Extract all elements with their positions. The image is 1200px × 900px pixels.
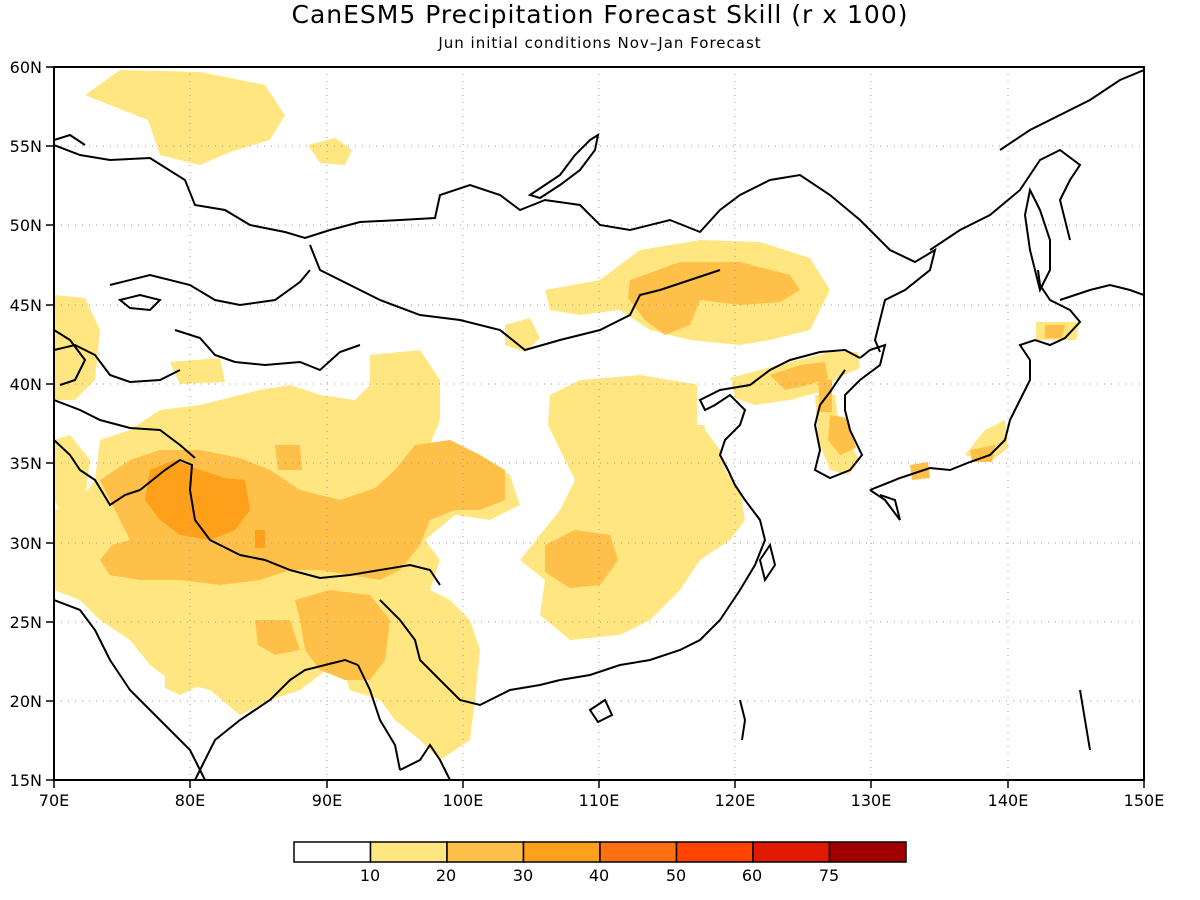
coastlines [54, 69, 1144, 780]
colorbar: 10 20 30 40 50 60 75 [293, 841, 907, 885]
skill-shading [54, 70, 1080, 760]
lat-label: 15N [10, 771, 42, 790]
lat-label: 60N [10, 58, 42, 77]
skill-region-west-siberia [85, 70, 285, 165]
axis-ticks [46, 66, 1145, 788]
colorbar-swatch [752, 841, 831, 863]
lon-label: 110E [579, 791, 620, 810]
colorbar-label: 30 [513, 866, 533, 885]
skill-region-kazakh-west [54, 295, 100, 400]
skill-region-mongolia-core [628, 262, 800, 335]
skill-region-tibet-core [145, 460, 250, 540]
skill-region-small-south [165, 665, 200, 695]
colorbar-label: 50 [666, 866, 686, 885]
lat-label: 20N [10, 692, 42, 711]
lon-label: 70E [39, 791, 69, 810]
skill-region-japan-small [970, 445, 995, 462]
lon-label: 120E [715, 791, 756, 810]
skill-region-small-north [308, 138, 352, 165]
skill-region-small-west [170, 358, 225, 384]
colorbar-label: 60 [742, 866, 762, 885]
lat-label: 40N [10, 375, 42, 394]
lat-label: 25N [10, 613, 42, 632]
map-title: CanESM5 Precipitation Forecast Skill (r … [291, 0, 909, 29]
lon-label: 80E [175, 791, 205, 810]
colorbar-label: 75 [819, 866, 839, 885]
lat-label: 45N [10, 296, 42, 315]
lat-label: 50N [10, 216, 42, 235]
skill-region-tibet-core-small [255, 530, 265, 548]
colorbar-swatch [828, 841, 907, 863]
lat-label: 35N [10, 454, 42, 473]
colorbar-swatch [446, 841, 525, 863]
colorbar-swatch [293, 841, 372, 863]
lat-labels: 15N 20N 25N 30N 35N 40N 45N 50N 55N 60N [10, 58, 42, 790]
colorbar-swatch [369, 841, 448, 863]
lon-label: 100E [443, 791, 484, 810]
colorbar-label: 40 [589, 866, 609, 885]
skill-region-tibet-east [295, 590, 390, 680]
colorbar-label: 10 [360, 866, 380, 885]
skill-region-mongolia-small [505, 318, 540, 352]
colorbar-label: 20 [436, 866, 456, 885]
map-subtitle: Jun initial conditions Nov–Jan Forecast [438, 34, 762, 52]
skill-region-myanmar [255, 620, 300, 655]
lon-label: 150E [1124, 791, 1165, 810]
colorbar-swatch [675, 841, 754, 863]
lat-label: 30N [10, 534, 42, 553]
lon-label: 140E [988, 791, 1029, 810]
lon-label: 90E [312, 791, 342, 810]
skill-region-tibet-small [275, 445, 302, 470]
lon-label: 130E [851, 791, 892, 810]
colorbar-swatch [522, 841, 601, 863]
skill-region-bohai [770, 362, 828, 390]
skill-region-west-india [54, 435, 90, 510]
lon-labels: 70E 80E 90E 100E 110E 120E 130E 140E 150… [39, 791, 1165, 810]
skill-region-hokkaido-core [1045, 325, 1065, 338]
colorbar-swatch [599, 841, 678, 863]
skill-region-sichuan [545, 530, 618, 588]
lat-label: 55N [10, 137, 42, 156]
